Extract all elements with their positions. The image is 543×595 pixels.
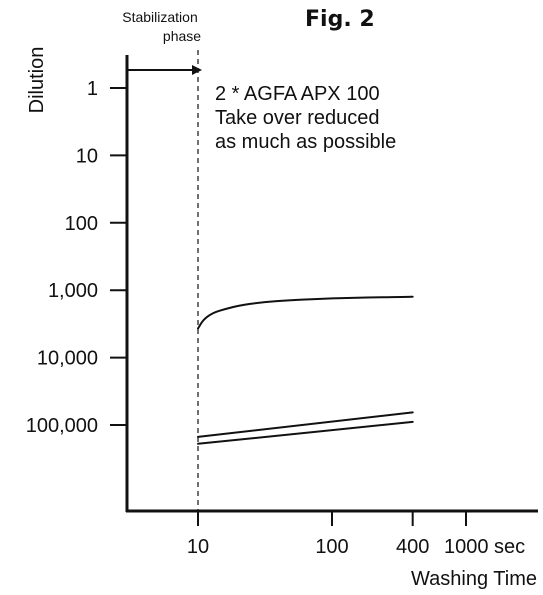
y-tick-label: 10,000 — [37, 348, 98, 370]
series-layer — [197, 295, 414, 445]
y-axis-ticks: 1 10 100 1,000 10,000 100,000 — [26, 78, 127, 437]
x-axis-ticks: 10 100 400 1000 sec — [187, 511, 525, 558]
x-tick-label: 1000 sec — [444, 536, 525, 558]
figure-title: Fig. 2 — [305, 7, 375, 32]
y-tick-label: 1,000 — [48, 280, 98, 302]
stabilization-label-line1: Stabilization — [122, 9, 198, 25]
annotation-line-1: 2 * AGFA APX 100 — [215, 83, 380, 105]
annotation-line-2: Take over reduced — [215, 107, 380, 129]
y-tick-label: 1 — [87, 78, 98, 100]
x-axis-label: Washing Time — [411, 568, 537, 590]
series-line-3 — [197, 420, 414, 445]
x-tick-label: 400 — [396, 536, 429, 558]
x-tick-label: 100 — [315, 536, 348, 558]
series-line-2 — [197, 411, 414, 438]
y-tick-label: 100,000 — [26, 415, 98, 437]
y-axis-label: Dilution — [26, 47, 48, 114]
x-tick-label: 10 — [187, 536, 209, 558]
y-tick-label: 100 — [65, 213, 98, 235]
series-line-1 — [197, 295, 414, 330]
annotation-line-3: as much as possible — [215, 131, 396, 153]
y-tick-label: 10 — [76, 145, 98, 167]
stabilization-label-line2: phase — [163, 28, 201, 44]
